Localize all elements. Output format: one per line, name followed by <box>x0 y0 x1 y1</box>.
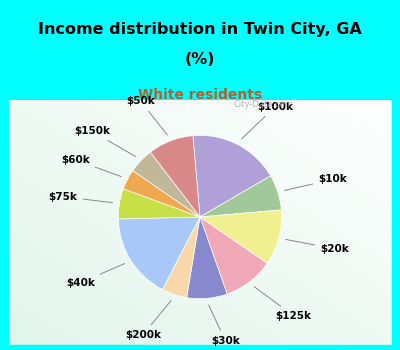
Text: $150k: $150k <box>74 126 136 156</box>
Text: $10k: $10k <box>284 174 347 190</box>
Text: $60k: $60k <box>61 155 121 177</box>
Wedge shape <box>200 217 267 294</box>
Wedge shape <box>162 217 200 298</box>
Text: $30k: $30k <box>209 305 240 346</box>
Wedge shape <box>133 152 200 217</box>
Text: $50k: $50k <box>126 96 167 135</box>
Wedge shape <box>150 136 200 217</box>
Wedge shape <box>118 189 200 219</box>
Bar <box>0 100 8 350</box>
Text: White residents: White residents <box>138 88 262 102</box>
Text: $20k: $20k <box>286 239 349 254</box>
Wedge shape <box>123 171 200 217</box>
Wedge shape <box>193 135 270 217</box>
Bar <box>0 345 400 350</box>
Text: City-Data.com: City-Data.com <box>234 100 294 109</box>
Wedge shape <box>200 176 281 217</box>
Text: $40k: $40k <box>66 264 125 288</box>
Text: $75k: $75k <box>49 192 113 203</box>
Text: $200k: $200k <box>125 301 171 340</box>
Wedge shape <box>187 217 227 299</box>
Text: $125k: $125k <box>254 287 311 321</box>
Text: $100k: $100k <box>242 102 293 139</box>
Wedge shape <box>200 210 282 263</box>
Text: (%): (%) <box>185 52 215 67</box>
Text: Income distribution in Twin City, GA: Income distribution in Twin City, GA <box>38 22 362 37</box>
Bar <box>392 100 400 350</box>
Wedge shape <box>118 217 200 289</box>
